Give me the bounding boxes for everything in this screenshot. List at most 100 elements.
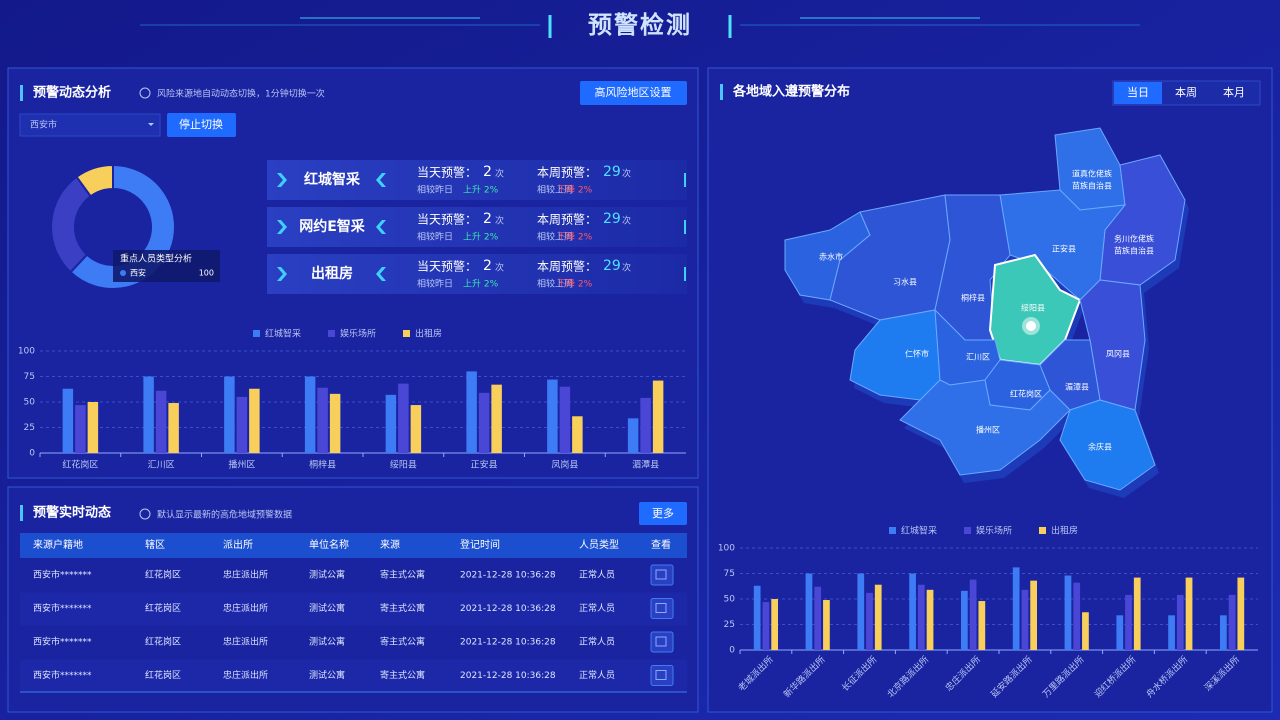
pie-slice: [75, 163, 114, 198]
unit: 次: [495, 215, 504, 227]
bar: [969, 579, 977, 650]
table-header: [20, 533, 687, 558]
select-value[interactable]: 西安市: [30, 119, 57, 131]
cell: 红花岗区: [145, 569, 181, 581]
cell: 西安市*******: [33, 636, 92, 648]
card-name: 红城智采: [304, 171, 361, 188]
button-label[interactable]: 更多: [652, 506, 674, 520]
compare: 相较上周: [537, 184, 573, 196]
bar: [572, 416, 583, 453]
bar: [771, 599, 779, 650]
cell: 寄主式公寓: [380, 669, 425, 681]
label: 当天预警：: [417, 212, 477, 227]
bar: [87, 402, 99, 453]
view-glyph: [655, 569, 667, 580]
cell: 忠庄派出所: [223, 636, 268, 648]
bar: [304, 376, 316, 453]
bar: [1185, 577, 1193, 650]
view-icon[interactable]: [650, 598, 674, 619]
tab-active[interactable]: [1114, 82, 1162, 104]
y-tick-label: 50: [24, 398, 36, 408]
column-header: 查看: [651, 538, 671, 551]
label: 本周预警：: [537, 259, 597, 274]
view-icon[interactable]: [650, 564, 674, 586]
column-header: 辖区: [145, 538, 165, 551]
value: 2: [483, 258, 492, 274]
label: 本周预警：: [537, 165, 597, 180]
column-header: 登记时间: [460, 538, 500, 551]
tooltip-label: 西安: [130, 268, 146, 278]
cell: 正常人员: [579, 636, 615, 648]
tab-label[interactable]: 本周: [1175, 85, 1197, 99]
trend-up: 上升 2%: [463, 185, 499, 196]
cell: 2021-12-28 10:36:28: [460, 604, 556, 614]
map-region[interactable]: [899, 379, 1071, 476]
y-tick-label: 0: [729, 646, 735, 656]
bar: [960, 590, 968, 650]
column-header: 来源: [380, 538, 400, 551]
compare: 相较上周: [537, 278, 573, 290]
bar: [814, 586, 822, 650]
info-icon: [139, 87, 151, 99]
button-label[interactable]: 停止切换: [179, 117, 223, 131]
card-edge: [684, 267, 686, 281]
cell: 忠庄派出所: [223, 669, 268, 681]
tab-label[interactable]: 本月: [1223, 85, 1245, 99]
region-label: 道真仡佬族: [1072, 169, 1112, 179]
bar: [491, 384, 502, 453]
bar: [1012, 567, 1020, 650]
info-text: 风险来源地自动动态切换，1分钟切换一次: [157, 88, 325, 100]
button[interactable]: [580, 81, 687, 105]
y-tick-label: 100: [18, 347, 35, 357]
compare: 相较昨日: [417, 184, 453, 196]
bar: [385, 394, 397, 453]
cell: 2021-12-28 10:36:28: [460, 571, 556, 581]
tooltip-value: 100: [199, 269, 214, 278]
panel-title: 预警实时动态: [33, 505, 111, 521]
bar: [805, 573, 813, 650]
trend-down: 下降 2%: [557, 184, 593, 196]
button[interactable]: [639, 502, 687, 525]
view-icon[interactable]: [650, 665, 674, 686]
bar: [236, 396, 248, 453]
button-label[interactable]: 高风险地区设置: [595, 85, 672, 99]
bar: [75, 405, 86, 453]
bar: [329, 393, 341, 453]
title-mark: [20, 505, 23, 521]
bar: [874, 584, 882, 650]
bar: [547, 379, 558, 453]
card-name: 出租房: [311, 265, 353, 282]
region-label: 红花岗区: [1010, 389, 1042, 399]
column-header: 单位名称: [309, 538, 349, 551]
region-label: 正安县: [1052, 244, 1076, 254]
title-mark: [720, 84, 723, 100]
view-icon[interactable]: [650, 631, 674, 653]
card-name: 网约E智采: [299, 218, 366, 235]
page-title: 预警检测: [588, 11, 692, 39]
bar: [1219, 615, 1227, 650]
y-tick-label: 50: [724, 595, 736, 605]
column-header: 人员类型: [579, 538, 619, 551]
cell: 测试公寓: [309, 602, 345, 614]
label: 当天预警：: [417, 165, 477, 180]
panel-title: 预警动态分析: [33, 85, 111, 101]
select[interactable]: [19, 113, 161, 137]
chevron: [277, 220, 287, 234]
label: 当天预警：: [417, 259, 477, 274]
cell: 正常人员: [579, 669, 615, 681]
legend-label: 娱乐场所: [340, 328, 376, 340]
view-glyph: [655, 636, 667, 647]
map-region[interactable]: [1059, 399, 1156, 491]
legend-label: 红城智采: [901, 525, 937, 537]
tooltip-dot: [120, 270, 126, 276]
region-label: 习水县: [893, 277, 917, 287]
title-mark: [20, 85, 23, 101]
button[interactable]: [167, 113, 236, 137]
cell: 测试公寓: [309, 669, 345, 681]
bar: [823, 600, 830, 650]
tab-label[interactable]: 当日: [1127, 85, 1149, 99]
region-label: 湄潭县: [1065, 383, 1089, 392]
bar: [640, 397, 651, 453]
